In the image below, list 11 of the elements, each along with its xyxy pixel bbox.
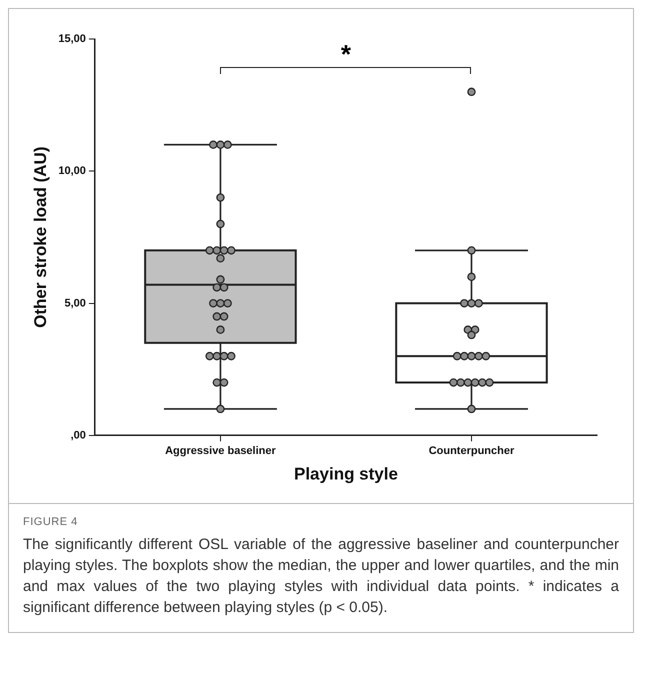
y-tick-label: 10,00 (58, 165, 86, 178)
y-axis-title: Other stroke load (AU) (30, 146, 50, 328)
x-axis-title: Playing style (294, 464, 398, 484)
annotation: * (340, 39, 352, 69)
x-tick-label: Counterpuncher (428, 445, 515, 458)
caption: FIGURE 4 (23, 516, 79, 528)
x-tick-label: Aggressive baseliner (165, 445, 276, 458)
text: The significantly different OSL variable of the aggressive baseliner and counterpuncher playing styles. The boxplots show the median, the upper and lower quartiles, and the min and max values of the two playing styles with individual data points. * indicates a significant difference between playing styles (p < 0.05). (23, 535, 619, 618)
y-tick-label: 15,00 (58, 33, 86, 46)
y-tick-label: ,00 (70, 429, 86, 442)
y-tick-label: 5,00 (64, 297, 86, 310)
